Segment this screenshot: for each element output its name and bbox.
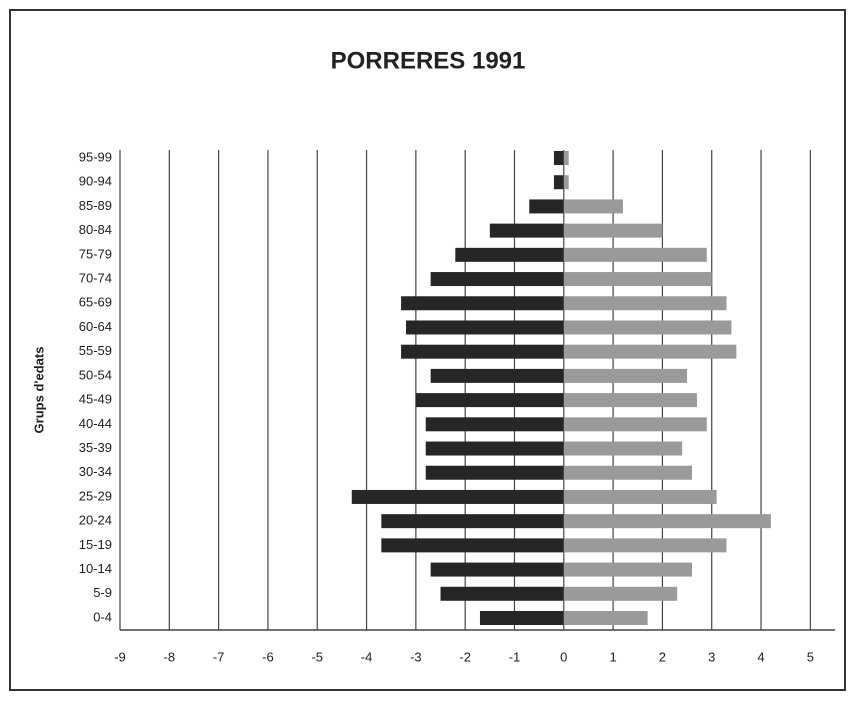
bar <box>563 393 697 408</box>
y-axis-label: Grups d'edats <box>31 347 46 434</box>
x-tick-label: 5 <box>807 649 814 664</box>
chart-title: PORRERES 1991 <box>331 47 526 74</box>
bar <box>351 489 564 504</box>
bar <box>401 344 564 359</box>
bar <box>563 417 707 432</box>
bar <box>381 538 564 553</box>
bar <box>563 151 569 165</box>
x-tick-label: -2 <box>459 649 471 664</box>
y-tick-label: 95-99 <box>79 149 112 164</box>
bar <box>563 368 688 383</box>
y-tick-label: 55-59 <box>79 343 112 358</box>
bar <box>401 296 564 311</box>
y-tick-label: 40-44 <box>79 416 112 431</box>
x-tick-label: 1 <box>609 649 616 664</box>
y-tick-label: 85-89 <box>79 198 112 213</box>
x-tick-label: -4 <box>361 649 373 664</box>
bar <box>563 611 648 625</box>
bar <box>415 393 564 408</box>
bar <box>381 514 564 529</box>
y-tick-label: 80-84 <box>79 222 112 237</box>
bar <box>430 368 564 383</box>
y-tick-label: 25-29 <box>79 488 112 503</box>
bar <box>563 489 717 504</box>
x-tick-label: -7 <box>213 649 225 664</box>
bar <box>425 441 564 456</box>
x-tick-label: -5 <box>311 649 323 664</box>
x-tick-label: -8 <box>164 649 176 664</box>
y-tick-label: 0-4 <box>93 609 112 624</box>
y-tick-label: 35-39 <box>79 440 112 455</box>
bar <box>553 151 564 165</box>
bar <box>563 538 727 553</box>
y-tick-label: 50-54 <box>79 367 112 382</box>
bar <box>479 611 564 625</box>
x-tick-label: 2 <box>659 649 666 664</box>
bar <box>425 417 564 432</box>
bar <box>563 247 707 262</box>
x-tick-label: -1 <box>509 649 521 664</box>
bar <box>489 223 564 238</box>
y-tick-label: 30-34 <box>79 464 112 479</box>
bar <box>440 586 564 601</box>
bar <box>563 199 623 214</box>
bar <box>425 465 564 480</box>
bar <box>430 272 564 287</box>
y-tick-label: 60-64 <box>79 319 112 334</box>
bar <box>563 344 737 359</box>
x-tick-label: 0 <box>560 649 567 664</box>
y-tick-label: 45-49 <box>79 392 112 407</box>
y-tick-label: 70-74 <box>79 270 112 285</box>
bar <box>406 320 564 335</box>
x-tick-label: -9 <box>114 649 126 664</box>
y-tick-label: 10-14 <box>79 561 112 576</box>
bar <box>563 223 663 238</box>
bar <box>430 562 564 577</box>
y-tick-label: 75-79 <box>79 246 112 261</box>
bar <box>563 441 683 456</box>
bar <box>563 465 692 480</box>
bar <box>455 247 564 262</box>
bar <box>563 320 732 335</box>
bar <box>553 175 564 190</box>
bar <box>529 199 564 214</box>
bar <box>563 296 727 311</box>
bar <box>563 272 712 287</box>
y-tick-label: 20-24 <box>79 513 112 528</box>
y-tick-label: 15-19 <box>79 537 112 552</box>
bar <box>563 514 771 529</box>
x-tick-label: 4 <box>757 649 764 664</box>
y-tick-label: 65-69 <box>79 295 112 310</box>
bar <box>563 562 692 577</box>
y-tick-label: 5-9 <box>93 585 112 600</box>
x-tick-label: -6 <box>262 649 274 664</box>
bar <box>563 586 678 601</box>
y-tick-label: 90-94 <box>79 174 112 189</box>
bar <box>563 175 569 190</box>
x-tick-label: 3 <box>708 649 715 664</box>
x-tick-label: -3 <box>410 649 422 664</box>
